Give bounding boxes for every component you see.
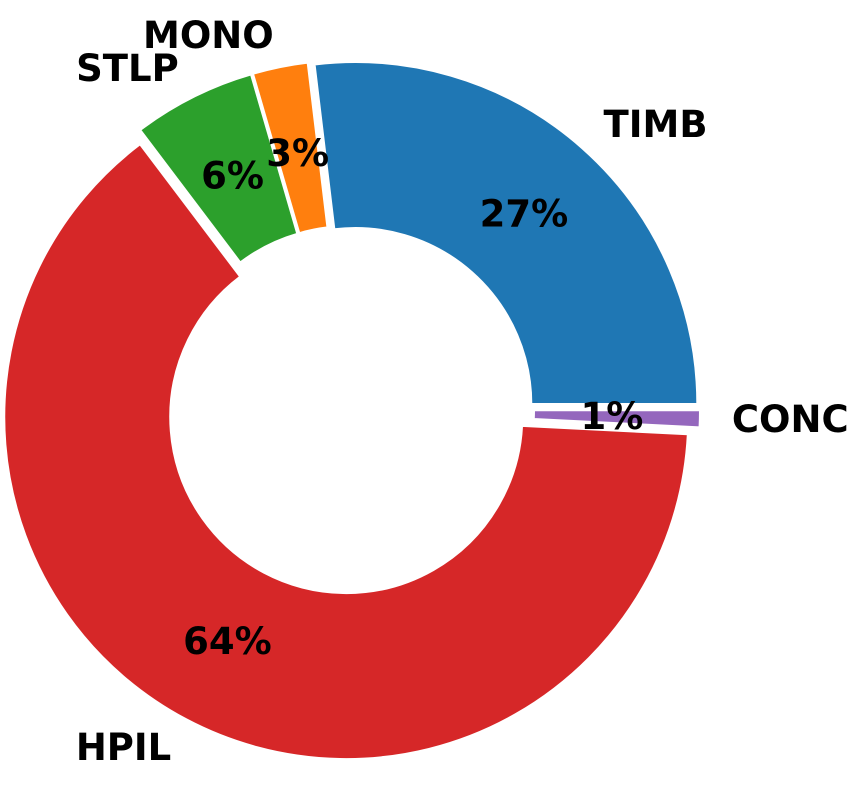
slice-hpil bbox=[3, 142, 689, 761]
slice-name-stlp: STLP bbox=[76, 47, 179, 90]
slice-percent-conc: 1% bbox=[581, 395, 644, 438]
slice-name-hpil: HPIL bbox=[76, 726, 171, 769]
slice-name-timb: TIMB bbox=[604, 103, 708, 146]
slice-conc bbox=[532, 409, 701, 429]
slice-percent-hpil: 64% bbox=[183, 620, 272, 663]
slice-timb bbox=[313, 61, 699, 406]
slice-name-conc: CONC bbox=[732, 398, 849, 441]
slice-stlp bbox=[138, 73, 299, 264]
slices-layer bbox=[3, 61, 701, 761]
slice-mono bbox=[251, 61, 329, 235]
slice-percent-stlp: 6% bbox=[201, 154, 264, 197]
slice-percent-timb: 27% bbox=[480, 193, 569, 236]
labels-layer: 27% TIMB 3% MONO 6% STLP 64% HPIL 1% CONC bbox=[76, 14, 849, 769]
slice-name-mono: MONO bbox=[143, 14, 274, 57]
slice-percent-mono: 3% bbox=[266, 132, 329, 175]
